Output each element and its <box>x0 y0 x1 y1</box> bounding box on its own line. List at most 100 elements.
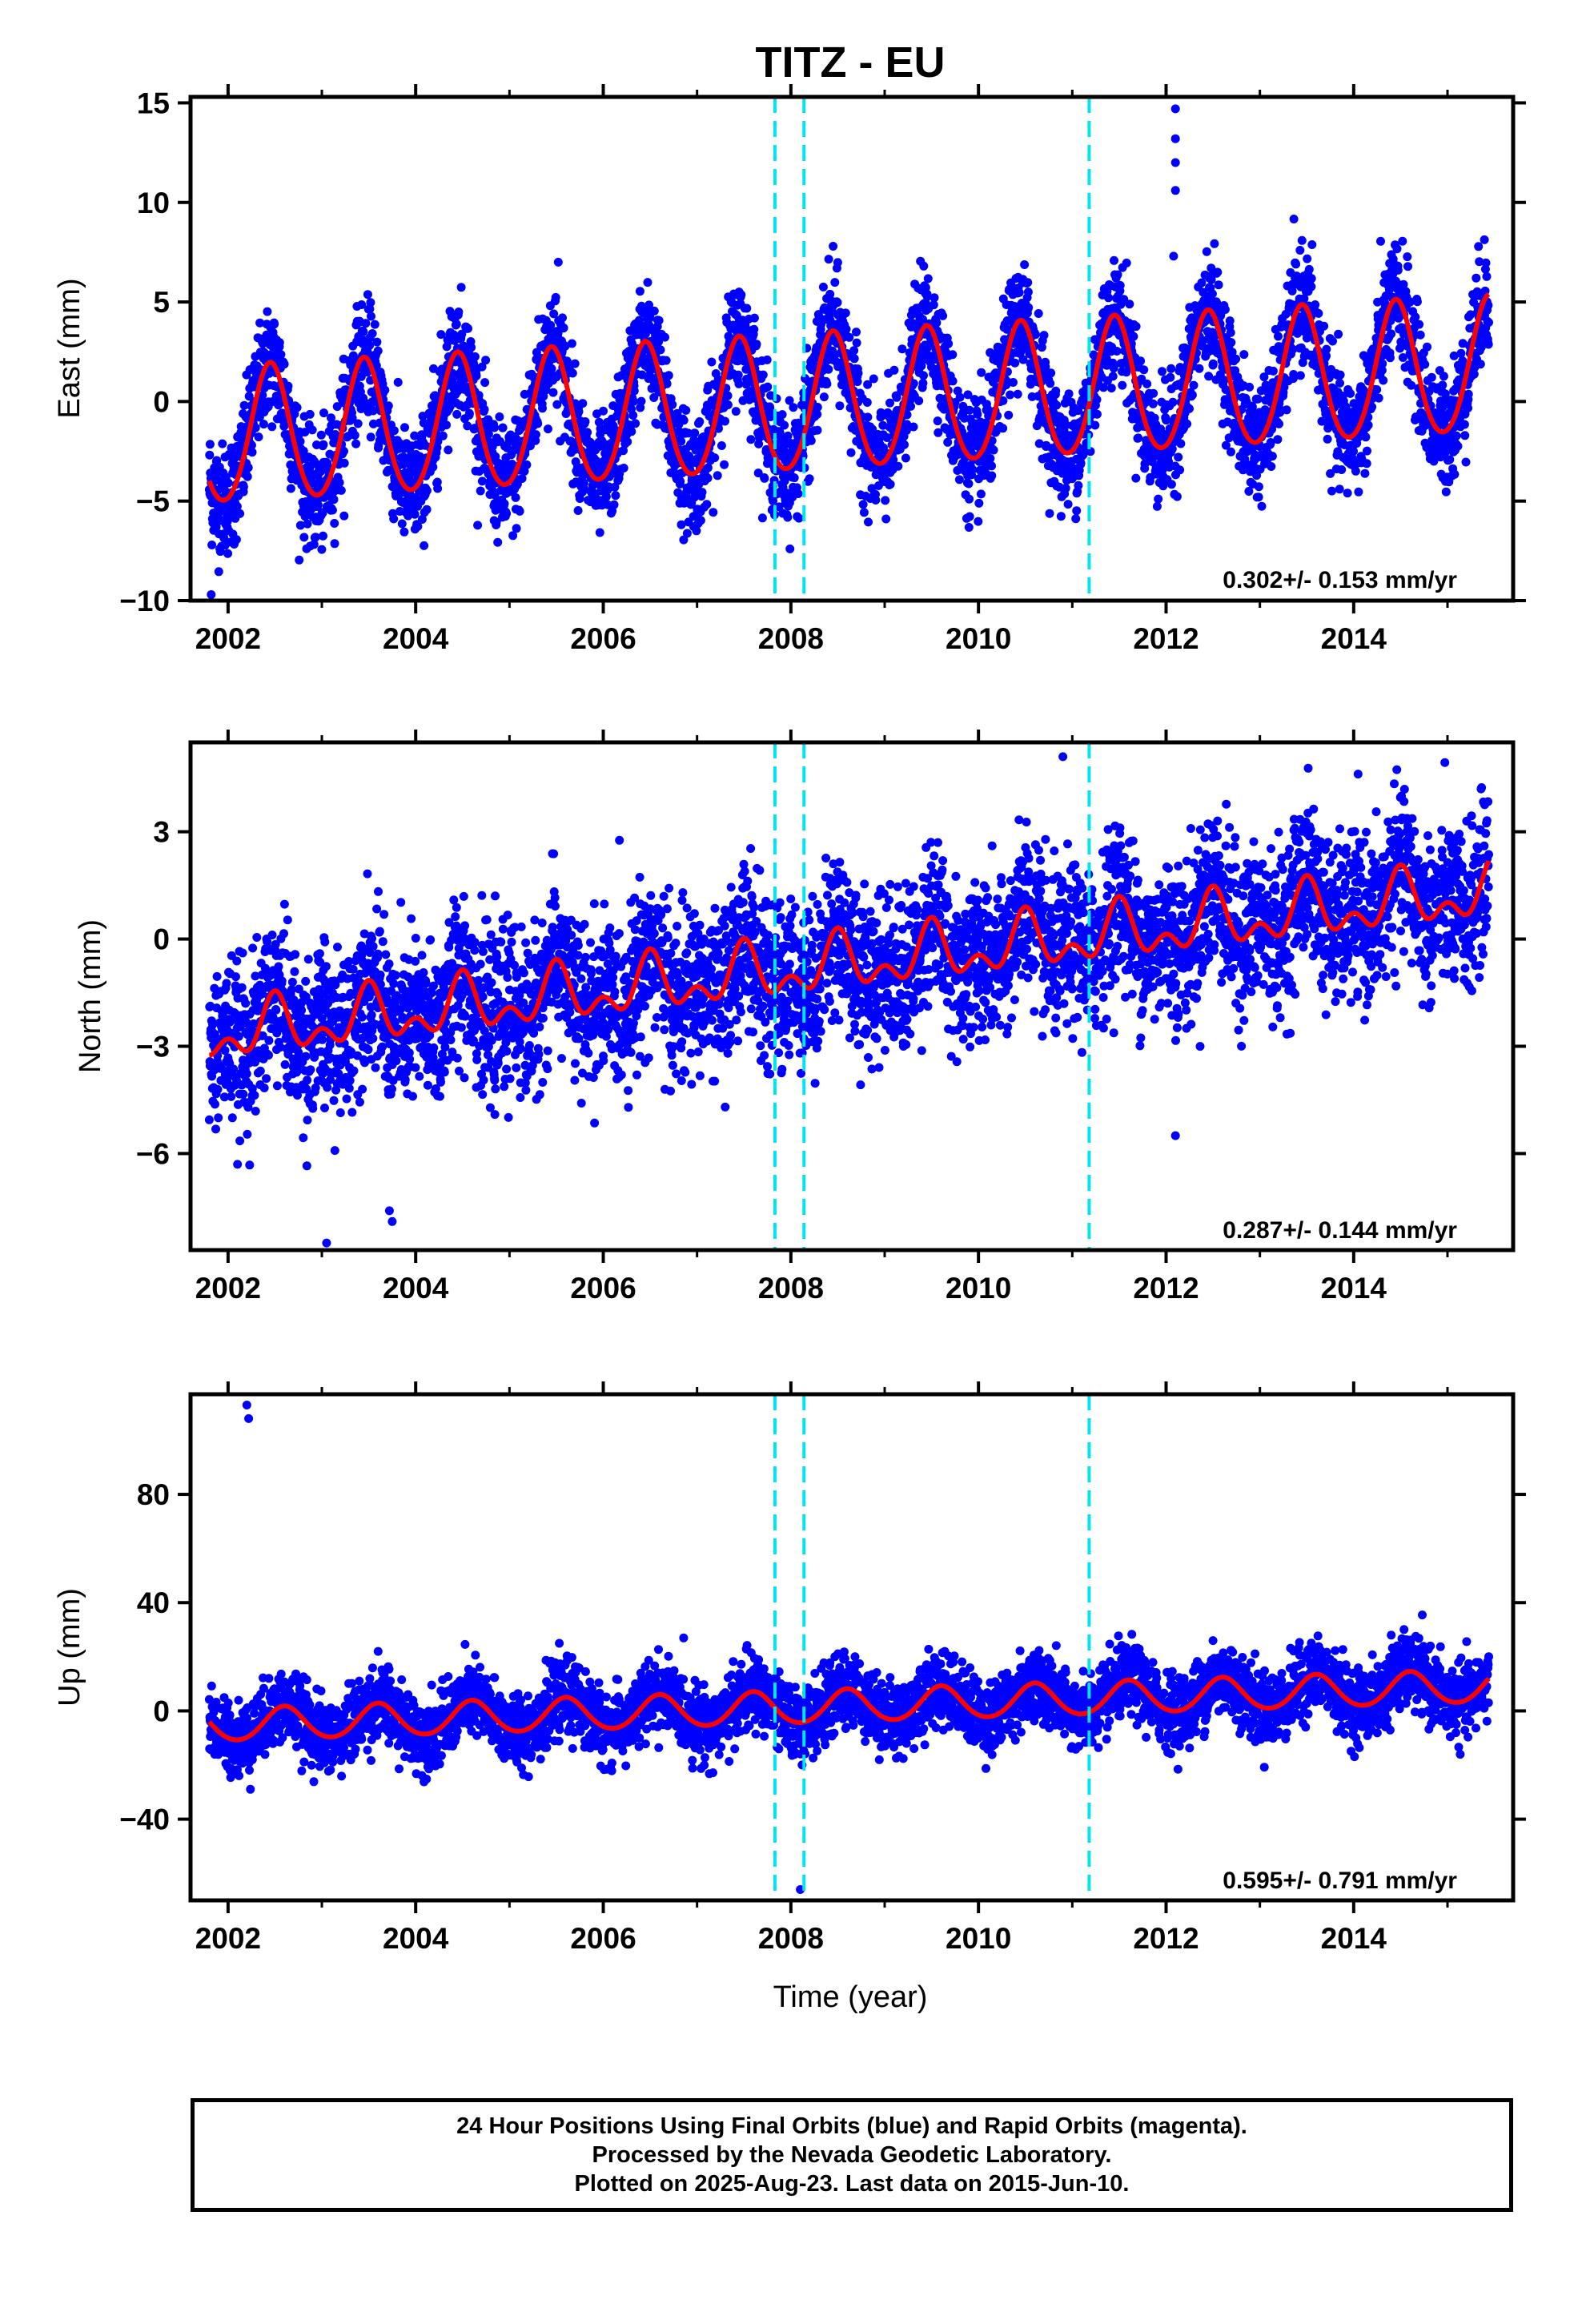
east-data-point-1582 <box>611 491 620 501</box>
east-data-point-2455 <box>835 401 845 411</box>
east-data-point-4354 <box>1323 434 1332 444</box>
east-data-point-4704 <box>1412 297 1422 307</box>
east-data-point-3864 <box>1197 278 1207 287</box>
east-data-point-1071 <box>480 404 489 414</box>
east-data-point-2836 <box>933 416 942 426</box>
east-data-point-1035 <box>470 352 480 361</box>
east-data-point-4409 <box>1337 465 1347 474</box>
east-data-point-3299 <box>1052 400 1062 410</box>
east-data-point-2991 <box>973 409 982 419</box>
east-data-point-1659 <box>631 419 640 428</box>
east-data-point-1838 <box>677 520 686 529</box>
east-data-point-1837 <box>677 436 686 446</box>
east-data-point-4742 <box>1423 342 1431 352</box>
east-data-point-2698 <box>897 344 907 354</box>
east-data-point-4404 <box>1335 370 1345 380</box>
east-data-point-485 <box>329 495 339 505</box>
east-data-point-2293 <box>793 489 803 498</box>
east-data-point-244 <box>267 422 277 432</box>
east-data-point-1546 <box>601 492 611 501</box>
east-data-point-4160 <box>1273 435 1283 444</box>
east-data-point-2564 <box>863 412 873 422</box>
east-data-point-3229 <box>1034 309 1043 318</box>
east-data-point-2961 <box>965 512 974 521</box>
east-data-point-2510 <box>849 346 859 356</box>
east-data-point-197 <box>255 318 265 328</box>
east-data-point-1040 <box>472 371 481 380</box>
east-data-point-1716 <box>645 312 655 322</box>
east-data-point-354 <box>295 436 305 446</box>
east-data-point-401 <box>307 425 317 435</box>
east-data-point-1521 <box>595 528 604 537</box>
east-data-point-4888 <box>1460 420 1469 429</box>
east-data-point-3189 <box>1023 287 1033 297</box>
east-data-point-829 <box>417 515 427 524</box>
east-data-point-2447 <box>833 258 842 267</box>
east-data-point-3277 <box>1046 368 1056 378</box>
east-data-point-4667 <box>1403 262 1412 271</box>
east-data-point-2368 <box>813 425 822 435</box>
east-data-point-292 <box>279 360 289 369</box>
east-data-point-1020 <box>467 343 476 352</box>
east-data-point-2972 <box>968 464 978 474</box>
east-data-point-4503 <box>1361 432 1371 442</box>
east-data-point-4507 <box>1362 459 1371 468</box>
east-data-point-10 <box>207 541 217 549</box>
east-data-point-3130 <box>1009 378 1018 387</box>
east-data-point-3914 <box>1210 239 1219 248</box>
east-data-point-350 <box>295 555 304 565</box>
east-data-point-4371 <box>1327 486 1336 496</box>
east-data-point-3006 <box>977 368 986 377</box>
east-data-point-1890 <box>690 428 700 438</box>
east-data-point-1919 <box>697 488 707 497</box>
east-data-point-4849 <box>1450 469 1460 479</box>
east-data-point-3747 <box>1166 480 1176 489</box>
east-data-point-4255 <box>1297 235 1307 245</box>
east-data-point-2411 <box>824 364 833 374</box>
east-data-point-2436 <box>830 278 840 287</box>
east-data-point-3676 <box>1149 388 1158 398</box>
east-data-point-1941 <box>703 473 713 483</box>
east-data-point-3250 <box>1039 331 1049 340</box>
east-data-point-1897 <box>692 526 701 536</box>
east-data-point-4283 <box>1304 264 1314 274</box>
east-data-point-1782 <box>662 379 672 388</box>
east-data-point-3930 <box>1214 280 1223 290</box>
east-data-point-3523 <box>1110 255 1118 265</box>
east-data-point-3374 <box>1071 514 1081 524</box>
east-data-point-1655 <box>629 386 639 396</box>
figure-title: TITZ - EU <box>756 38 946 86</box>
east-data-point-4402 <box>1335 378 1344 388</box>
east-data-point-2394 <box>819 392 829 402</box>
east-data-point-3977 <box>1226 328 1235 337</box>
east-data-point-1614 <box>619 464 628 472</box>
east-data-point-3626 <box>1136 356 1146 366</box>
east-data-point-4625 <box>1392 244 1402 254</box>
east-data-point-37 <box>214 567 223 577</box>
east-data-point-1644 <box>627 427 636 436</box>
east-data-point-2524 <box>853 377 862 387</box>
east-data-point-2060 <box>733 370 743 380</box>
east-data-point-3274 <box>1046 379 1055 388</box>
east-data-point-1196 <box>512 524 521 533</box>
east-data-point-2296 <box>794 513 804 523</box>
east-data-point-2087 <box>741 320 750 330</box>
east-data-point-3537 <box>1113 270 1122 279</box>
east-data-point-3609 <box>1131 322 1141 332</box>
east-data-point-1439 <box>574 407 584 416</box>
east-data-point-2856 <box>938 311 948 320</box>
east-data-point-2957 <box>964 479 974 489</box>
east-data-point-1848 <box>679 416 689 425</box>
east-data-point-910 <box>438 431 448 440</box>
east-data-point-3187 <box>1023 278 1033 287</box>
east-data-point-3979 <box>1227 338 1236 348</box>
east-data-point-645 <box>370 320 379 329</box>
east-data-point-1013 <box>464 408 474 418</box>
east-data-point-3909 <box>1208 359 1218 368</box>
east-data-point-1236 <box>522 460 532 469</box>
east-data-point-3583 <box>1125 300 1134 309</box>
east-data-point-3675 <box>1148 399 1158 408</box>
east-data-point-3457 <box>1092 409 1102 419</box>
east-data-point-4711 <box>1415 320 1424 329</box>
east-data-point-759 <box>400 527 409 537</box>
